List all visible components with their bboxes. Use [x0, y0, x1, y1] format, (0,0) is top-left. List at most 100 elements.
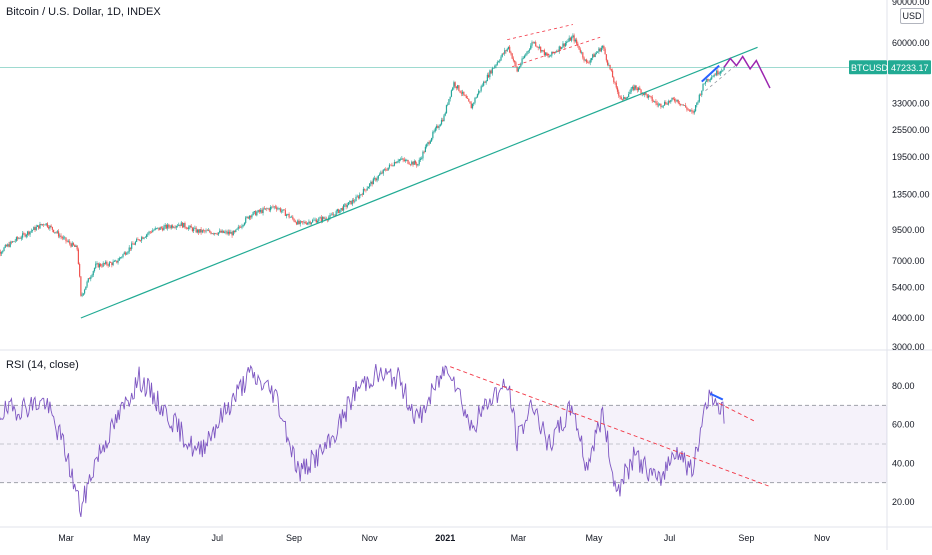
rsi-divergence-line [710, 392, 724, 401]
candle-body [227, 231, 229, 234]
candle-body [351, 200, 353, 205]
candle-body [26, 231, 29, 235]
candle-body [509, 46, 511, 53]
candle-body [387, 167, 389, 171]
candle-body [427, 142, 429, 145]
candle-body [522, 58, 524, 59]
candle-body [453, 82, 455, 88]
candle-body [355, 196, 357, 202]
candle-body [469, 101, 471, 104]
currency-label[interactable]: USD [900, 8, 924, 24]
candle-body [376, 178, 378, 181]
candle-body [561, 47, 563, 50]
candle-body [411, 161, 413, 165]
candle-body [193, 228, 195, 231]
candle-body [343, 204, 345, 211]
candle-body [664, 101, 666, 106]
candle-body [468, 98, 470, 102]
candle-body [649, 95, 651, 97]
candle-body [211, 233, 213, 235]
candle-body [587, 62, 589, 63]
candle-body [526, 51, 528, 55]
candle-body [74, 245, 76, 247]
candle-body [594, 53, 596, 58]
candle-body [608, 64, 610, 66]
candle-body [116, 260, 118, 263]
candle-body [262, 208, 264, 214]
candle-body [528, 49, 531, 51]
candle-body [251, 215, 253, 218]
price-tick-label: 5400.00 [892, 283, 925, 293]
candle-body [574, 39, 576, 42]
candle-body [7, 244, 9, 247]
candle-body [646, 94, 648, 98]
candle-body [292, 216, 294, 219]
candle-body [132, 243, 134, 245]
candle-body [154, 228, 156, 230]
candle-body [538, 46, 541, 48]
candle-body [147, 233, 149, 235]
candle-body [602, 45, 604, 48]
candle-body [338, 209, 340, 213]
candle-body [69, 241, 71, 244]
candle-body [541, 50, 543, 52]
candle-body [257, 210, 259, 213]
candle-body [562, 43, 564, 48]
candle-body [474, 97, 476, 103]
candle-body [41, 224, 44, 225]
candle-body [377, 175, 379, 179]
candle-body [9, 241, 11, 247]
candle-body [628, 94, 630, 98]
candle-body [75, 245, 77, 247]
candle-body [178, 224, 180, 226]
candle-body [536, 45, 538, 47]
candle-body [692, 111, 694, 113]
candle-body [221, 230, 223, 233]
candle-body [159, 227, 161, 230]
candle-body [134, 241, 137, 245]
candle-body [316, 221, 319, 223]
candle-body [445, 105, 448, 114]
candle-body [315, 219, 317, 223]
candle-body [433, 131, 435, 133]
candle-body [206, 230, 208, 232]
candle-body [83, 289, 86, 294]
candle-body [418, 159, 420, 165]
candle-body [13, 241, 15, 242]
candle-body [273, 206, 275, 208]
candle-body [650, 96, 652, 97]
candle-body [461, 91, 464, 94]
candle-body [639, 87, 641, 90]
candle-body [721, 70, 723, 72]
candle-body [157, 227, 159, 229]
candle-body [219, 230, 221, 233]
price-tick-label: 9500.00 [892, 225, 925, 235]
candle-body [577, 43, 579, 46]
candle-body [142, 237, 144, 239]
candle-body [286, 214, 288, 216]
candle-body [626, 97, 629, 99]
rsi-downtrend [450, 366, 771, 487]
candle-body [548, 56, 550, 58]
candle-body [57, 231, 60, 237]
candle-body [330, 214, 332, 216]
candle-body [300, 221, 303, 222]
candle-body [345, 204, 347, 207]
candle-body [615, 82, 617, 88]
candle-body [597, 51, 599, 53]
candle-body [703, 83, 705, 85]
candle-body [698, 94, 700, 102]
candle-body [66, 241, 68, 242]
candle-body [324, 218, 326, 220]
candle-body [149, 231, 151, 233]
candle-body [654, 101, 656, 102]
price-tag[interactable]: BTCUSD 47233.17 [849, 60, 931, 75]
candle-body [652, 101, 655, 102]
candle-body [199, 229, 201, 233]
candle-body [288, 213, 290, 218]
candle-body [659, 103, 661, 105]
candle-body [584, 59, 586, 61]
candle-body [175, 226, 177, 228]
candle-body [48, 226, 50, 229]
